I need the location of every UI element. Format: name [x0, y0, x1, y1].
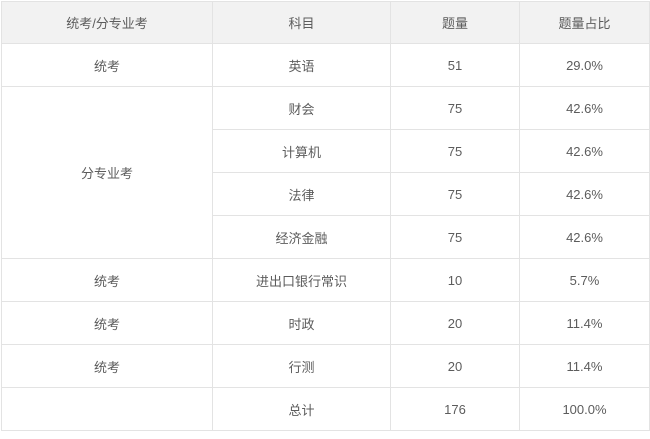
subject-cell: 计算机	[212, 129, 391, 173]
table-header: 统考/分专业考 科目 题量 题量占比	[1, 1, 650, 44]
table-header-row: 统考/分专业考 科目 题量 题量占比	[1, 1, 650, 44]
table-row: 统考 时政 20 11.4%	[1, 301, 650, 345]
count-cell: 75	[390, 172, 520, 216]
table-row: 经济金融 75 42.6%	[2, 215, 650, 259]
subject-cell: 英语	[212, 43, 391, 87]
percentage-cell: 42.6%	[519, 86, 650, 130]
subject-cell: 经济金融	[212, 215, 391, 259]
percentage-cell: 11.4%	[519, 301, 650, 345]
subject-cell: 行测	[212, 344, 391, 388]
exam-structure-table: 统考/分专业考 科目 题量 题量占比 统考 英语 51 29.0% 分专业考 财…	[1, 1, 650, 431]
count-cell-total: 176	[390, 387, 520, 431]
table-row: 法律 75 42.6%	[2, 172, 650, 216]
category-cell: 统考	[1, 43, 213, 87]
percentage-cell: 11.4%	[519, 344, 650, 388]
table-row: 统考 英语 51 29.0%	[1, 43, 650, 87]
column-header-count: 题量	[390, 1, 520, 44]
category-cell: 统考	[1, 258, 213, 302]
column-header-percentage: 题量占比	[519, 1, 650, 44]
category-cell-merged: 分专业考	[1, 86, 213, 259]
category-cell: 统考	[1, 301, 213, 345]
table-row: 统考 行测 20 11.4%	[1, 344, 650, 388]
percentage-cell-total: 100.0%	[519, 387, 650, 431]
table-row: 分专业考 财会 75 42.6%	[1, 86, 650, 259]
category-cell-empty	[1, 387, 213, 431]
percentage-cell: 29.0%	[519, 43, 650, 87]
subject-cell-total: 总计	[212, 387, 391, 431]
table-row: 统考 进出口银行常识 10 5.7%	[1, 258, 650, 302]
table-row: 计算机 75 42.6%	[2, 129, 650, 173]
subject-cell: 法律	[212, 172, 391, 216]
count-cell: 75	[390, 86, 520, 130]
category-cell: 统考	[1, 344, 213, 388]
percentage-cell: 42.6%	[519, 215, 650, 259]
column-header-subject: 科目	[212, 1, 391, 44]
count-cell: 75	[390, 215, 520, 259]
subject-cell: 时政	[212, 301, 391, 345]
table-body: 统考 英语 51 29.0% 分专业考 财会 75 42.6% 计算机 75 4…	[1, 43, 650, 431]
percentage-cell: 42.6%	[519, 129, 650, 173]
count-cell: 10	[390, 258, 520, 302]
subject-cell: 财会	[212, 86, 391, 130]
percentage-cell: 5.7%	[519, 258, 650, 302]
column-header-category: 统考/分专业考	[1, 1, 213, 44]
count-cell: 75	[390, 129, 520, 173]
count-cell: 20	[390, 301, 520, 345]
percentage-cell: 42.6%	[519, 172, 650, 216]
count-cell: 20	[390, 344, 520, 388]
subject-cell: 进出口银行常识	[212, 258, 391, 302]
table-row-total: 总计 176 100.0%	[1, 387, 650, 431]
count-cell: 51	[390, 43, 520, 87]
